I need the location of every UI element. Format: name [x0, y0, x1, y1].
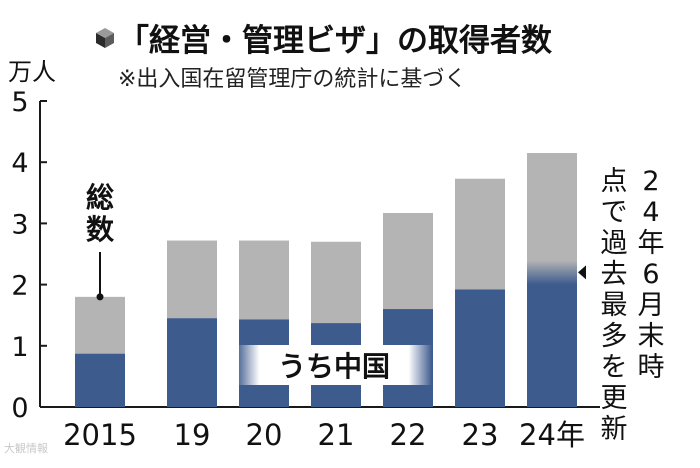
record-note-char: を	[601, 352, 628, 383]
x-tick-label: 2015	[63, 418, 137, 452]
record-note-char: 年	[638, 228, 665, 259]
record-note-char: 過	[601, 228, 628, 259]
labels-layer: 2015 19 20 21 22 23 24年	[63, 418, 585, 452]
y-axis-label: 万人	[8, 58, 56, 86]
y-tick-label: 2	[11, 271, 28, 302]
bar-china	[455, 289, 505, 407]
title-group: 「経営・管理ビザ」の取得者数 ※出入国在留管理庁の統計に基づく	[96, 23, 552, 92]
x-tick-label: 23	[462, 418, 499, 452]
bar-china	[167, 318, 217, 407]
total-label-char: 数	[86, 213, 115, 246]
record-note-char: 末	[638, 321, 665, 352]
y-tick-label: 4	[11, 148, 28, 179]
record-arrow	[578, 265, 586, 280]
record-note-char: 去	[601, 259, 628, 290]
cube-icon	[96, 28, 114, 48]
x-tick-label: 22	[390, 418, 427, 452]
y-tick-label: 1	[11, 332, 28, 363]
bar-china	[75, 353, 125, 407]
record-note-char: 新	[601, 414, 628, 445]
china-label-box	[236, 345, 432, 385]
x-tick-label: 20	[246, 418, 283, 452]
total-label-char: 総	[86, 181, 114, 214]
bar-china	[527, 272, 577, 407]
y-tick-label: 5	[11, 87, 28, 118]
record-note-char: 多	[601, 321, 628, 352]
x-tick-label: 24年	[519, 418, 585, 452]
record-note-char: で	[601, 197, 628, 228]
china-label: うち中国	[278, 350, 390, 383]
record-note-char: 2	[642, 166, 659, 197]
record-note-char: 最	[601, 290, 628, 321]
y-tick-label: 0	[11, 393, 28, 424]
x-tick-label: 21	[318, 418, 355, 452]
total-leader-dot	[96, 293, 104, 301]
record-note-char: 6	[642, 259, 659, 290]
record-note-char: 更	[601, 383, 628, 414]
watermark-text: 大観情報	[4, 442, 48, 455]
chart-subtitle: ※出入国在留管理庁の統計に基づく	[118, 67, 466, 92]
y-tick-label: 3	[11, 209, 28, 240]
record-note-char: 月	[638, 290, 665, 321]
record-note-char: 点	[601, 166, 628, 197]
chart-title: 「経営・管理ビザ」の取得者数	[118, 23, 552, 59]
record-note-char: 4	[642, 197, 659, 228]
x-tick-label: 19	[174, 418, 211, 452]
bar-china-fade	[527, 260, 577, 285]
axis-layer: 0 1 2 3 4 5	[11, 87, 600, 424]
record-note-char: 時	[638, 352, 665, 383]
